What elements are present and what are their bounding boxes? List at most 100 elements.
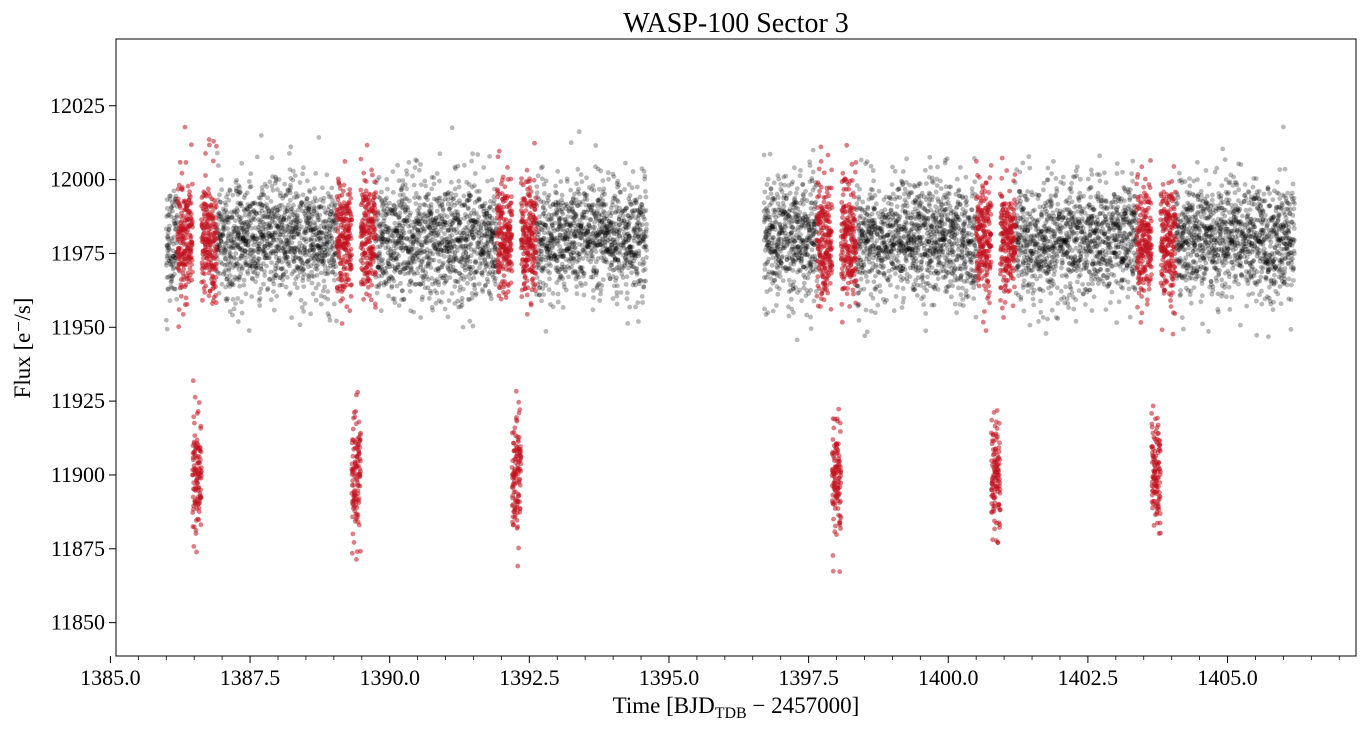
data-point — [454, 248, 460, 254]
data-point — [244, 206, 250, 212]
data-point — [814, 278, 820, 284]
out-of-transit-series — [163, 124, 1297, 343]
data-point — [258, 235, 264, 241]
data-point — [299, 224, 304, 230]
data-point — [217, 213, 222, 219]
data-point — [800, 182, 806, 187]
data-point — [164, 326, 170, 332]
data-point — [237, 283, 243, 289]
data-point — [642, 173, 648, 179]
data-point — [242, 220, 248, 225]
data-point — [243, 238, 249, 244]
data-point — [481, 165, 487, 171]
data-point — [938, 178, 943, 184]
data-point — [222, 200, 228, 206]
data-point — [249, 264, 255, 269]
data-point — [270, 250, 276, 256]
data-point — [245, 250, 251, 255]
data-point — [766, 256, 772, 262]
data-point — [218, 235, 224, 241]
data-point — [599, 283, 605, 288]
data-point — [169, 204, 175, 210]
data-point — [168, 283, 174, 289]
data-point — [797, 173, 803, 179]
data-point — [944, 289, 950, 294]
data-point — [600, 277, 606, 283]
data-point — [233, 218, 238, 224]
data-point — [280, 225, 285, 230]
data-point — [256, 246, 262, 252]
data-point — [771, 180, 777, 186]
data-point — [541, 292, 546, 297]
data-point — [240, 251, 245, 256]
data-point — [964, 198, 970, 204]
data-point — [171, 265, 177, 270]
data-point — [266, 208, 272, 214]
data-point — [231, 277, 237, 283]
data-point — [258, 263, 264, 269]
data-point — [220, 231, 226, 237]
data-point — [262, 244, 268, 249]
data-point — [169, 253, 175, 259]
data-point — [165, 244, 170, 250]
data-point — [895, 284, 900, 290]
data-point — [168, 279, 174, 285]
data-point — [264, 202, 269, 207]
data-point — [268, 241, 273, 246]
data-point — [269, 155, 275, 161]
data-point — [482, 201, 488, 206]
data-point — [274, 244, 280, 250]
data-point — [428, 290, 434, 296]
data-point — [791, 310, 796, 316]
data-point — [792, 195, 798, 201]
data-point — [264, 221, 270, 227]
data-point — [546, 287, 552, 293]
data-point — [459, 295, 465, 301]
data-point — [272, 269, 278, 274]
data-point — [243, 241, 248, 247]
data-point — [237, 202, 243, 207]
data-point — [856, 196, 862, 202]
data-point — [870, 295, 876, 301]
data-point — [166, 212, 172, 218]
data-point — [933, 189, 939, 195]
data-point — [418, 315, 424, 320]
data-point — [219, 177, 224, 183]
data-point — [264, 214, 270, 220]
data-point — [460, 286, 466, 292]
data-point — [170, 266, 176, 272]
data-point — [574, 213, 579, 219]
data-point — [261, 261, 266, 266]
data-point — [576, 274, 582, 280]
data-point — [235, 235, 240, 241]
data-point — [869, 234, 875, 240]
data-point — [914, 259, 919, 264]
data-point — [227, 262, 233, 267]
data-point — [332, 203, 338, 208]
data-point — [267, 276, 273, 282]
data-point — [216, 217, 222, 222]
data-point — [246, 239, 252, 244]
data-point — [228, 254, 234, 260]
data-point — [220, 245, 226, 250]
data-point — [226, 259, 231, 264]
data-point — [271, 281, 277, 287]
data-point — [274, 260, 280, 266]
data-point — [220, 206, 226, 212]
data-point — [627, 193, 633, 198]
data-point — [222, 248, 228, 254]
data-point — [230, 312, 235, 318]
data-point — [280, 277, 286, 283]
data-point — [227, 187, 233, 193]
data-point — [260, 235, 266, 241]
data-point — [947, 204, 953, 209]
data-point — [227, 284, 233, 289]
data-point — [263, 226, 269, 232]
data-point — [169, 274, 175, 280]
data-point — [235, 261, 240, 267]
data-point — [267, 221, 273, 226]
data-point — [805, 275, 811, 281]
data-point — [234, 260, 240, 266]
data-point — [455, 212, 461, 218]
data-point — [434, 290, 440, 296]
